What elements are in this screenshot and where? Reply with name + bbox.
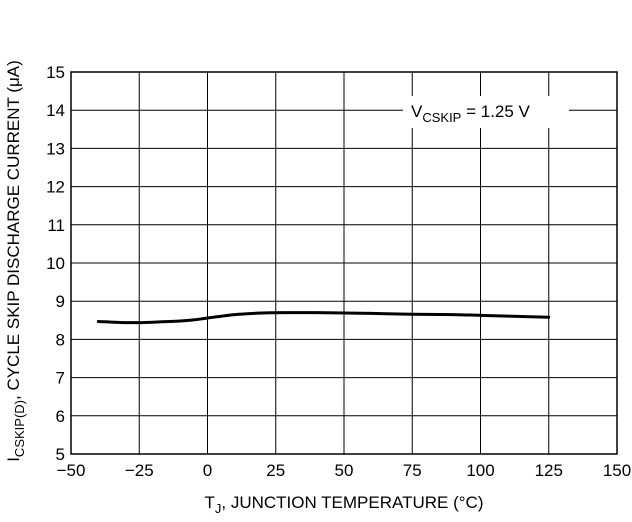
y-tick-label: 15 <box>46 63 65 82</box>
y-tick-label: 7 <box>56 369 65 388</box>
annotation: VCSKIP = 1.25 V <box>403 96 569 128</box>
y-tick-label: 9 <box>56 292 65 311</box>
y-tick-label: 13 <box>46 139 65 158</box>
x-tick-label: 25 <box>266 461 285 480</box>
x-tick-label: 125 <box>535 461 563 480</box>
x-tick-label: −25 <box>125 461 154 480</box>
y-axis-label-rest: , CYCLE SKIP DISCHARGE CURRENT (μA) <box>4 60 23 400</box>
x-axis-label-rest: , JUNCTION TEMPERATURE (°C) <box>221 493 483 512</box>
annotation-text: VCSKIP = 1.25 V <box>411 102 531 125</box>
series-group <box>96 311 551 325</box>
series-line-0 <box>96 311 551 325</box>
x-axis-label: TJ, JUNCTION TEMPERATURE (°C) <box>204 493 483 516</box>
y-tick-label: 8 <box>56 330 65 349</box>
y-tick-label: 12 <box>46 178 65 197</box>
y-tick-label: 6 <box>56 407 65 426</box>
annotation-rest: = 1.25 V <box>461 102 530 121</box>
y-axis-label: ICSKIP(D), CYCLE SKIP DISCHARGE CURRENT … <box>4 60 27 462</box>
y-tick-label: 5 <box>56 445 65 464</box>
y-tick-label: 14 <box>46 101 65 120</box>
annotation-sub: CSKIP <box>422 110 461 125</box>
y-tick-label: 10 <box>46 254 65 273</box>
grid <box>71 72 617 454</box>
annotation-main: V <box>411 102 423 121</box>
y-axis-label-main: I <box>4 457 23 462</box>
x-tick-label: −50 <box>57 461 86 480</box>
x-axis-label-sub: J <box>215 501 222 516</box>
y-axis-label-sub: CSKIP(D) <box>12 400 27 457</box>
plot-frame <box>70 71 618 455</box>
x-axis-label-main: T <box>204 493 214 512</box>
x-tick-labels: −50 −25 0 25 50 75 100 125 150 <box>57 461 632 480</box>
annotation-background <box>403 96 569 128</box>
x-tick-label: 0 <box>203 461 212 480</box>
y-tick-label: 11 <box>47 216 65 235</box>
x-tick-label: 100 <box>466 461 494 480</box>
x-tick-label: 150 <box>603 461 631 480</box>
x-tick-label: 75 <box>403 461 422 480</box>
y-tick-labels: 5 6 7 8 9 10 11 12 13 14 15 <box>46 63 65 464</box>
x-tick-label: 50 <box>335 461 354 480</box>
